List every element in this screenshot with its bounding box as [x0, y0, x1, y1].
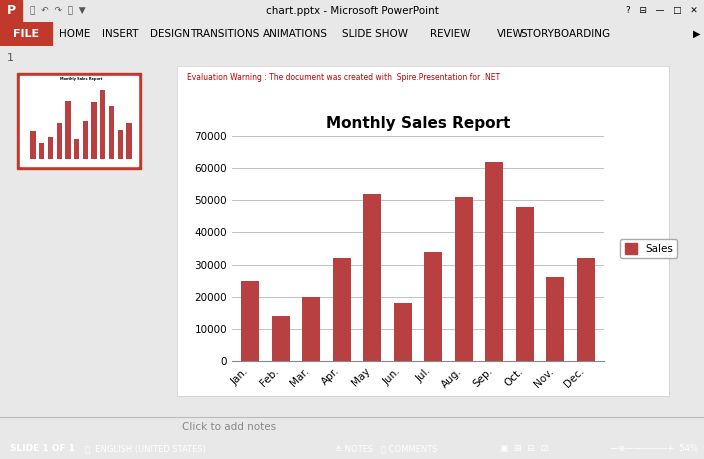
Text: Evaluation Warning : The document was created with  Spire.Presentation for .NET: Evaluation Warning : The document was cr… — [187, 73, 500, 83]
Bar — [363, 194, 382, 361]
Text: INSERT: INSERT — [102, 29, 138, 39]
Bar — [424, 252, 442, 361]
Bar — [332, 258, 351, 361]
Text: Click to add notes: Click to add notes — [182, 422, 276, 432]
Bar — [394, 303, 412, 361]
Bar — [92, 102, 96, 159]
Bar — [118, 130, 123, 159]
Text: chart.pptx - Microsoft PowerPoint: chart.pptx - Microsoft PowerPoint — [265, 6, 439, 16]
Text: SLIDE 1 OF 1: SLIDE 1 OF 1 — [10, 444, 75, 453]
Bar — [241, 280, 260, 361]
Text: ANIMATIONS: ANIMATIONS — [263, 29, 327, 39]
Text: SLIDE SHOW: SLIDE SHOW — [342, 29, 408, 39]
Bar — [485, 162, 503, 361]
Text: ▶: ▶ — [693, 29, 700, 39]
Bar — [39, 143, 44, 159]
Bar — [127, 123, 132, 159]
Bar — [56, 123, 62, 159]
Legend: Sales: Sales — [620, 239, 677, 258]
Bar — [302, 297, 320, 361]
Bar — [48, 137, 53, 159]
Text: TRANSITIONS: TRANSITIONS — [190, 29, 260, 39]
Bar — [546, 277, 565, 361]
Bar — [109, 106, 114, 159]
Text: STORYBOARDING: STORYBOARDING — [520, 29, 610, 39]
Text: REVIEW: REVIEW — [429, 29, 470, 39]
Bar — [577, 258, 595, 361]
Bar — [0, 22, 52, 46]
Bar — [100, 90, 106, 159]
Text: 🖫  ↶  ↷  🔧  ▼: 🖫 ↶ ↷ 🔧 ▼ — [30, 6, 86, 16]
Bar — [0, 0, 22, 22]
Text: —⊕—————+  54%  ⊟: —⊕—————+ 54% ⊟ — [610, 444, 704, 453]
Text: ≜ NOTES   🗩 COMMENTS: ≜ NOTES 🗩 COMMENTS — [335, 444, 437, 453]
Bar — [30, 131, 36, 159]
Text: P: P — [6, 5, 15, 17]
Title: Monthly Sales Report: Monthly Sales Report — [326, 116, 510, 131]
Bar — [83, 121, 88, 159]
Bar — [17, 73, 141, 169]
Text: ▣  ⊞  ⊟  ⊡: ▣ ⊞ ⊟ ⊡ — [500, 444, 548, 453]
Bar — [455, 197, 473, 361]
Title: Monthly Sales Report: Monthly Sales Report — [60, 77, 102, 81]
Text: 🖉  ENGLISH (UNITED STATES): 🖉 ENGLISH (UNITED STATES) — [85, 444, 206, 453]
Text: DESIGN: DESIGN — [150, 29, 190, 39]
Text: HOME: HOME — [59, 29, 91, 39]
Bar — [65, 101, 70, 159]
Bar — [272, 316, 290, 361]
Bar — [20, 76, 138, 166]
Bar — [74, 139, 80, 159]
Text: FILE: FILE — [13, 29, 39, 39]
Bar — [515, 207, 534, 361]
Text: VIEW: VIEW — [496, 29, 524, 39]
Text: 1: 1 — [6, 53, 13, 63]
Text: ?   ⊟   —   □   ✕: ? ⊟ — □ ✕ — [627, 6, 698, 16]
